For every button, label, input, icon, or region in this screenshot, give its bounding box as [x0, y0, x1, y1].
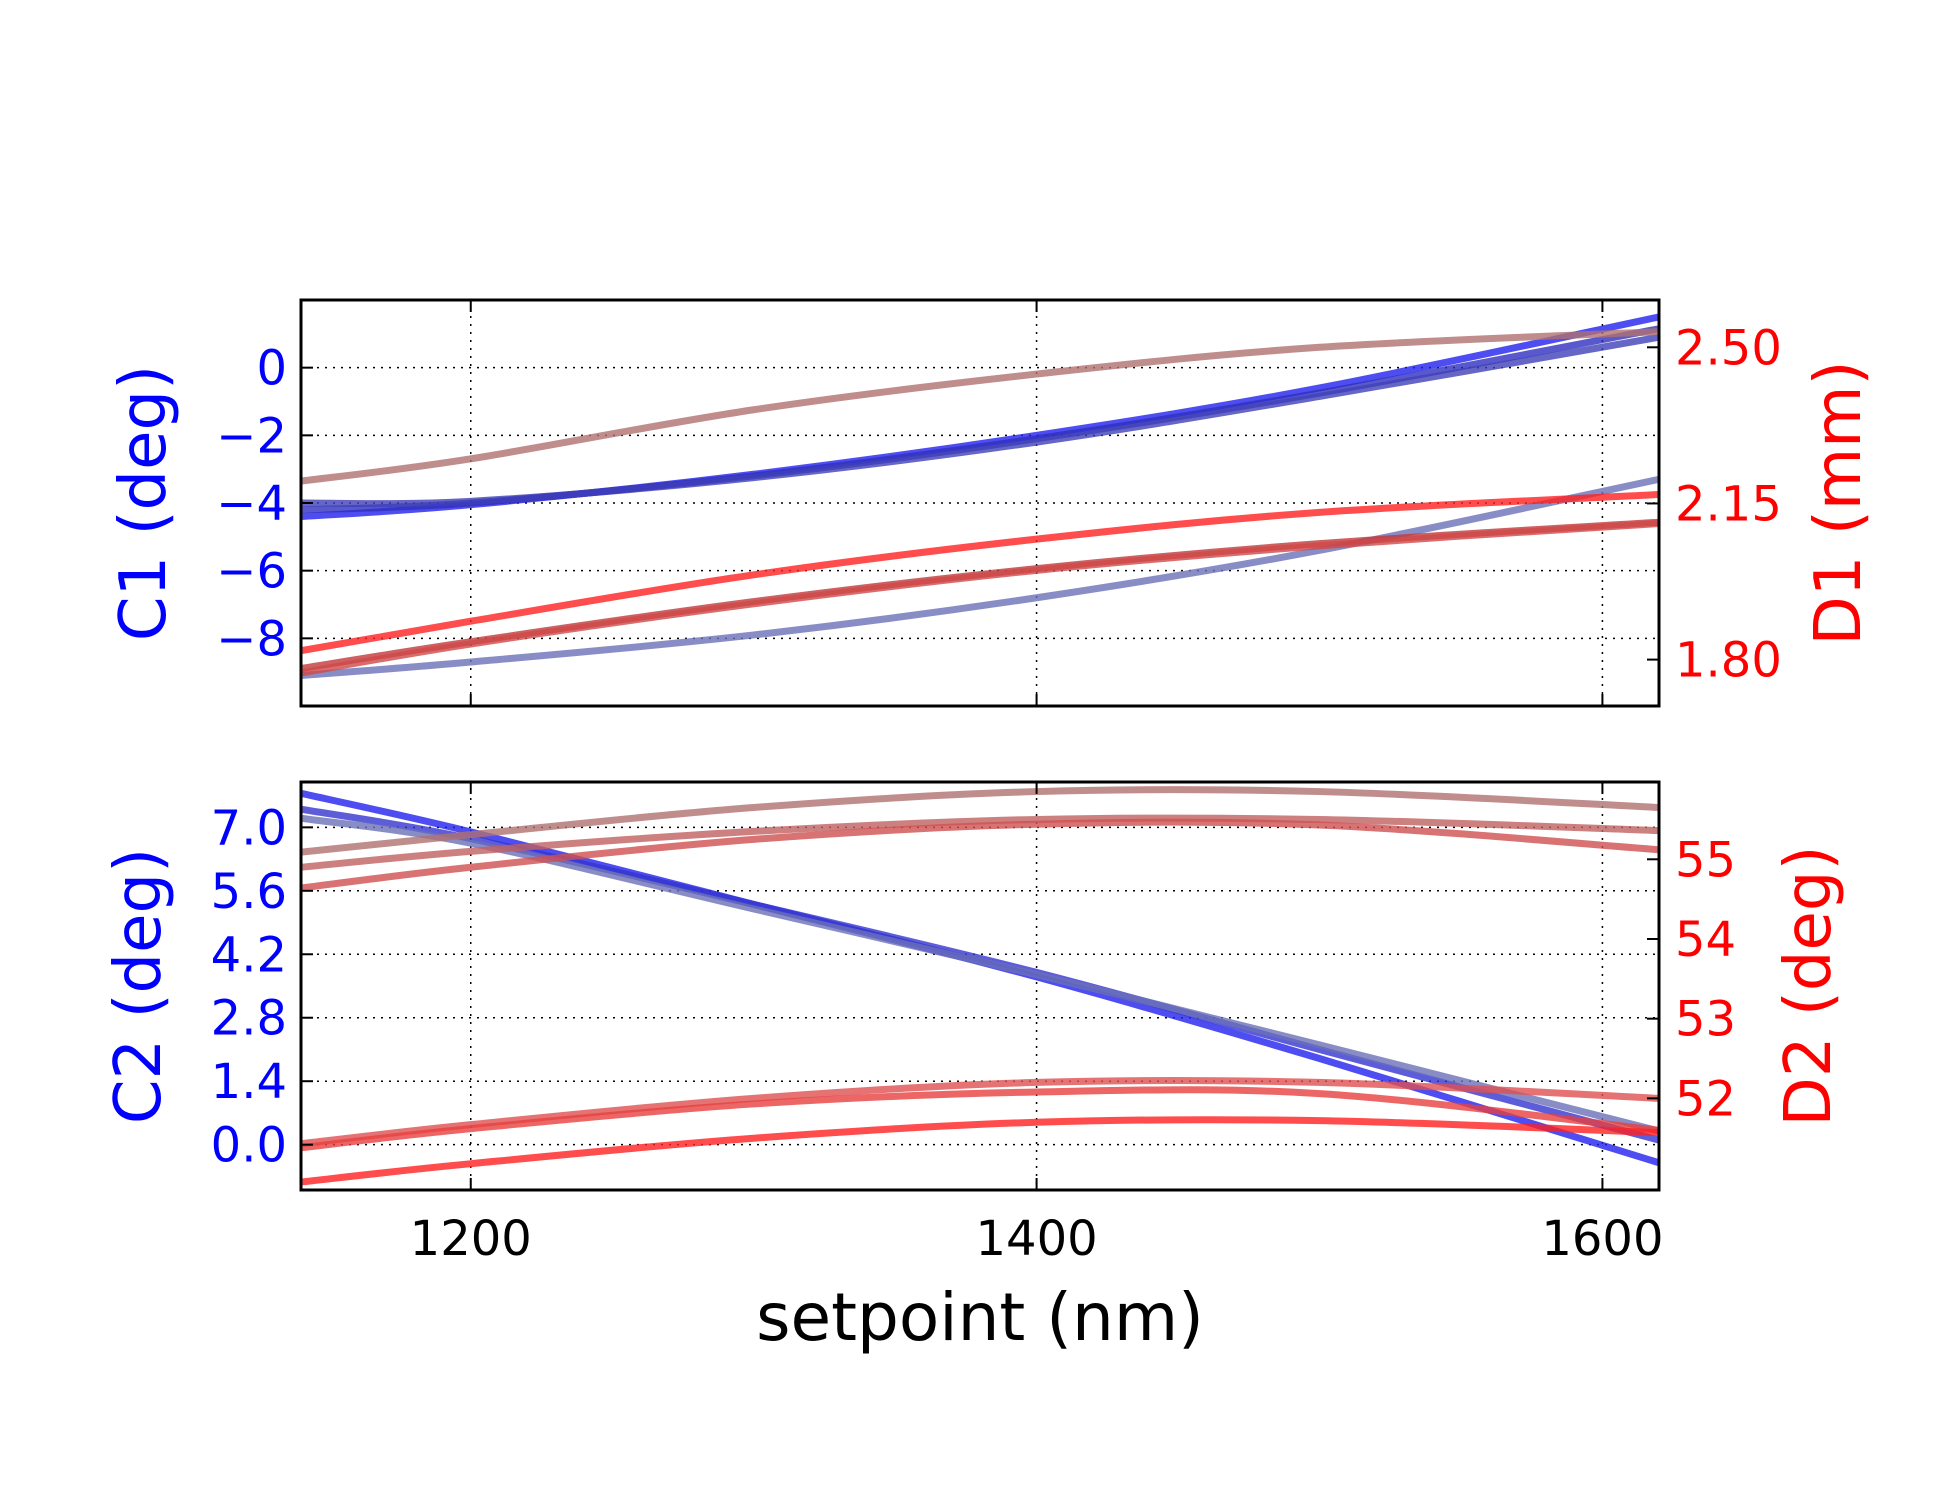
left-y-tick-label: −8 — [216, 611, 287, 667]
right-y-tick-label: 53 — [1675, 992, 1736, 1048]
series-line-8 — [301, 1086, 1659, 1152]
right-y-tick-label: 55 — [1675, 832, 1736, 888]
left-y-tick-label: 0.0 — [211, 1118, 287, 1174]
left-y-tick-label: 1.4 — [211, 1054, 287, 1110]
left-y-tick-label: −6 — [216, 544, 287, 600]
x-tick-label: 1400 — [976, 1211, 1098, 1267]
series-line-4 — [301, 475, 1659, 680]
left-y-axis-label: C2 (deg) — [102, 848, 176, 1124]
series-line-2 — [301, 805, 1659, 1144]
subplot-1: 0 −2 −4 −6 −8 2.50 2.15 1.80 C1 (deg) D1 (mm) — [107, 298, 1876, 708]
x-axis-label: setpoint (nm) — [756, 1279, 1204, 1356]
series-group — [301, 313, 1659, 680]
left-y-tick-label: 5.6 — [211, 864, 287, 920]
series-line-2 — [301, 325, 1659, 514]
subplot-2: 1200 1400 1600 7.0 5.6 4.2 2.8 1.4 0.0 55 54 53 52 C2… — [102, 780, 1846, 1356]
series-line-7 — [301, 1076, 1659, 1148]
series-line-3 — [301, 333, 1659, 508]
x-tick-label: 1200 — [410, 1211, 532, 1267]
left-y-tick-label: 0 — [256, 341, 287, 397]
axes-frame — [299, 780, 1661, 1192]
series-line-4 — [301, 786, 1659, 856]
left-y-tick-label: 2.8 — [211, 991, 287, 1047]
series-line-1 — [301, 313, 1659, 521]
series-group — [301, 786, 1659, 1186]
left-y-tick-label: −2 — [216, 408, 287, 464]
series-line-9 — [301, 1116, 1659, 1186]
x-tick-label: 1600 — [1541, 1211, 1663, 1267]
right-y-tick-label: 1.80 — [1675, 633, 1782, 689]
series-line-6 — [301, 818, 1659, 892]
right-y-tick-label: 2.50 — [1675, 320, 1782, 376]
left-y-tick-label: −4 — [216, 476, 287, 532]
right-y-tick-label: 52 — [1675, 1071, 1736, 1127]
right-y-tick-label: 2.15 — [1675, 476, 1782, 532]
series-line-8 — [301, 520, 1659, 677]
right-y-axis-label: D1 (mm) — [1802, 361, 1876, 646]
left-y-axis-label: C1 (deg) — [107, 365, 181, 641]
left-y-tick-label: 7.0 — [211, 800, 287, 856]
right-y-axis-label: D2 (deg) — [1772, 846, 1846, 1127]
series-line-5 — [301, 814, 1659, 871]
left-y-tick-label: 4.2 — [211, 927, 287, 983]
series-line-5 — [301, 328, 1659, 485]
series-line-6 — [301, 491, 1659, 655]
right-y-tick-label: 54 — [1675, 912, 1736, 968]
series-line-3 — [301, 814, 1659, 1135]
